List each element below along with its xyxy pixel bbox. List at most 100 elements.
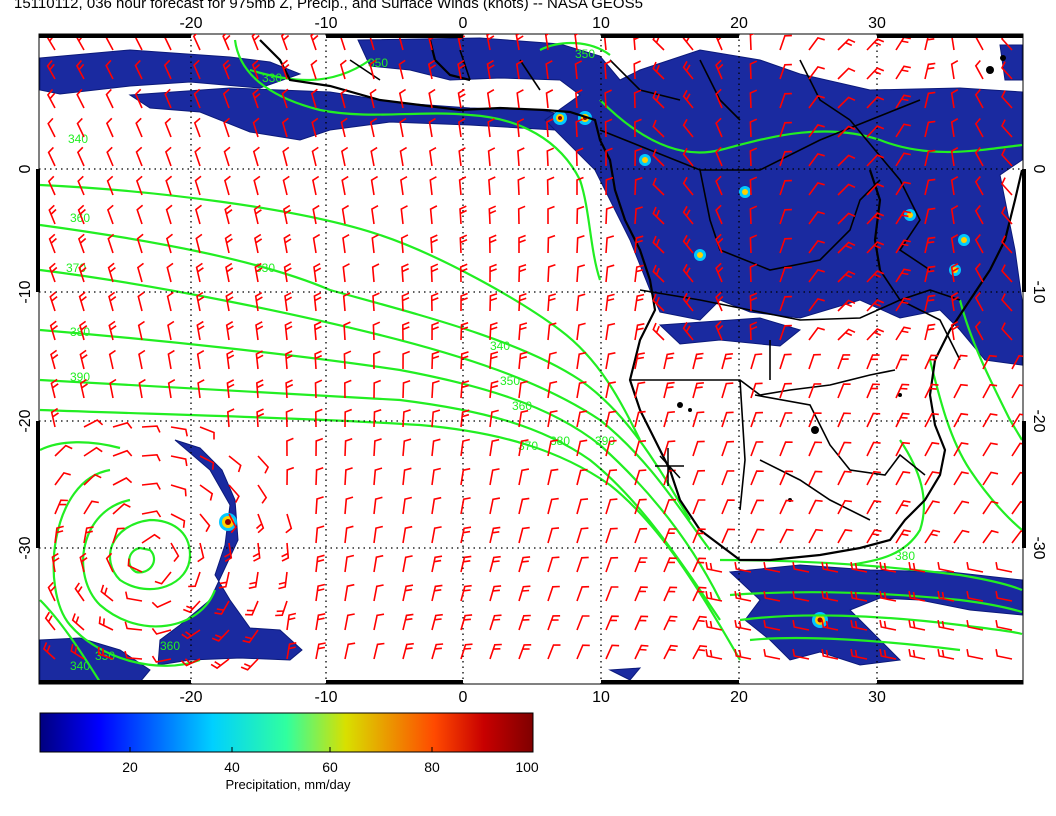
- wind-barb: [369, 117, 378, 138]
- wind-barb: [255, 350, 264, 370]
- wind-barb: [518, 439, 529, 457]
- wind-barb: [151, 600, 172, 609]
- wind-barb: [652, 177, 665, 196]
- wind-barb: [953, 471, 969, 486]
- wind-barb: [692, 382, 704, 399]
- wind-barb: [181, 629, 201, 640]
- wind-barb: [225, 321, 234, 341]
- wind-barb: [42, 642, 56, 660]
- wind-barb: [605, 293, 615, 312]
- svg-text:-30: -30: [1030, 536, 1047, 559]
- wind-barb: [547, 264, 556, 283]
- wind-barb: [44, 611, 56, 631]
- wind-barb: [105, 117, 114, 138]
- wind-barb: [895, 383, 910, 399]
- wind-barb: [850, 619, 868, 631]
- wind-barb: [866, 212, 885, 225]
- wind-barb: [715, 204, 723, 225]
- wind-barb: [837, 154, 856, 167]
- wind-barb: [1001, 264, 1013, 283]
- wind-barb: [749, 234, 758, 254]
- wind-barb: [837, 241, 856, 254]
- map-title: 15110112, 036 hour forecast for 975mb Z,…: [14, 0, 643, 12]
- wind-barb: [254, 262, 263, 283]
- svg-text:10: 10: [592, 689, 610, 706]
- wind-barb: [199, 455, 215, 470]
- svg-text:30: 30: [868, 15, 886, 32]
- wind-barb: [51, 552, 60, 573]
- wind-barb: [721, 470, 735, 486]
- lat-tick-labels-right: 0 -10 -20 -30: [1030, 165, 1047, 560]
- wind-barb: [343, 321, 351, 341]
- wind-barb: [908, 619, 926, 631]
- wind-barb: [792, 590, 810, 602]
- wind-barb: [924, 323, 936, 341]
- wind-barb: [281, 542, 290, 562]
- wind-barb: [821, 590, 839, 602]
- wind-barb: [763, 648, 781, 660]
- wind-barb: [180, 658, 201, 667]
- wind-barb: [779, 353, 792, 370]
- wind-barb: [652, 206, 665, 225]
- wind-barb: [779, 150, 792, 167]
- wind-barb: [154, 571, 172, 585]
- wind-barb: [284, 292, 293, 312]
- wind-barb: [866, 328, 885, 341]
- wind-barb: [311, 146, 319, 167]
- lat-tick-labels-left: 0 -10 -20 -30: [17, 164, 34, 559]
- wind-barb: [974, 59, 984, 80]
- svg-text:370: 370: [518, 439, 538, 453]
- wind-barb: [281, 117, 289, 138]
- wind-barb: [340, 117, 348, 138]
- small-islands: [677, 55, 1006, 502]
- wind-barb: [136, 204, 144, 225]
- wind-barb: [544, 34, 550, 51]
- wind-barb: [705, 619, 723, 631]
- wind-barb: [850, 590, 868, 602]
- wind-barb: [315, 613, 326, 631]
- wind-barb: [344, 408, 352, 428]
- wind-barb: [837, 67, 856, 80]
- wind-barb: [1011, 500, 1023, 515]
- wind-barb: [634, 586, 648, 602]
- wind-barb: [866, 270, 885, 283]
- wind-barb: [341, 146, 349, 167]
- wind-barb: [974, 88, 984, 109]
- wind-barb: [108, 320, 117, 341]
- wind-barb: [808, 210, 825, 225]
- wind-barb: [605, 615, 619, 631]
- wind-barb: [459, 205, 467, 225]
- wind-barb: [373, 408, 382, 428]
- wind-barb: [402, 496, 412, 515]
- wind-barb: [49, 291, 58, 312]
- wind-barb: [225, 262, 234, 283]
- wind-barb: [170, 426, 188, 437]
- wind-barb: [460, 526, 472, 544]
- wind-barb: [950, 89, 959, 109]
- wind-barb: [692, 499, 706, 515]
- wind-barb: [429, 205, 438, 225]
- wind-barb: [545, 60, 553, 80]
- wind-barb: [682, 234, 694, 254]
- wind-barb: [895, 123, 911, 138]
- wind-barb: [401, 292, 410, 312]
- wind-barb: [634, 440, 647, 457]
- wind-barb: [344, 554, 355, 573]
- wind-barb: [779, 470, 794, 486]
- wind-barb: [70, 643, 85, 660]
- wind-barb: [112, 449, 133, 457]
- wind-barb: [283, 204, 292, 225]
- wind-barb: [196, 320, 205, 341]
- wind-barb: [950, 205, 959, 225]
- svg-text:20: 20: [730, 15, 748, 32]
- wind-barb: [605, 206, 614, 225]
- wind-barb: [255, 379, 264, 399]
- wind-barb: [48, 233, 57, 254]
- wind-barb: [112, 503, 131, 515]
- wind-barb: [342, 292, 351, 312]
- wind-barb: [545, 89, 554, 109]
- wind-barb: [342, 234, 350, 254]
- wind-barb: [315, 496, 324, 515]
- wind-barb: [837, 441, 852, 457]
- wind-barb: [428, 88, 436, 109]
